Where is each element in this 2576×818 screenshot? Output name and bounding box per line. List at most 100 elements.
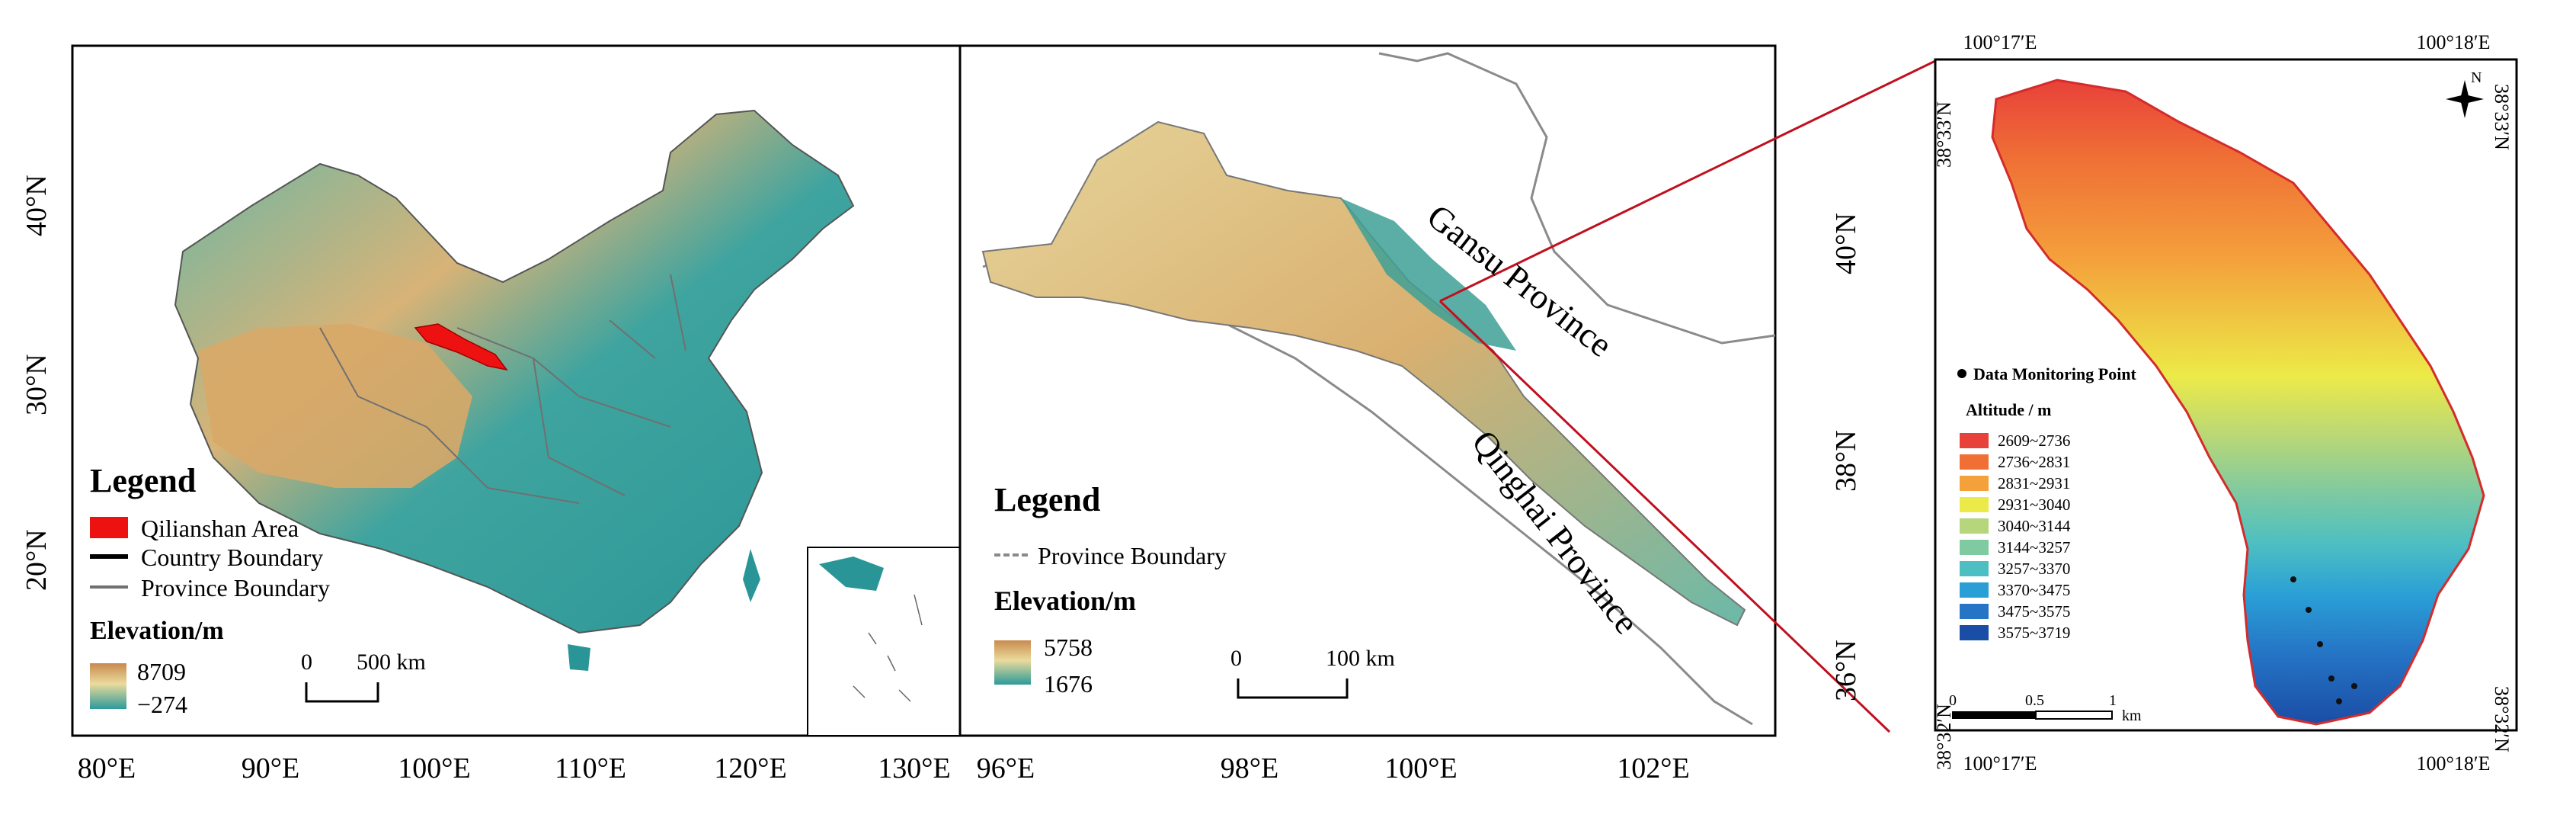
lat-tick: 38°N (1830, 430, 1862, 492)
altitude-swatch (1960, 604, 1989, 619)
scale-start: 0 (1230, 646, 1242, 671)
scale-label: 0.5 (2025, 692, 2044, 709)
panel-c-right-lat: 38°33′N 38°32′N (2491, 84, 2513, 752)
altitude-class-label: 3475~3575 (1998, 602, 2070, 621)
elevation-title: Elevation/m (994, 585, 1136, 616)
panel-c-bottom-lon: 100°17′E 100°18′E (1963, 752, 2491, 775)
lon-tick: 100°17′E (1963, 752, 2037, 775)
scale-label: 1 (2109, 692, 2117, 709)
altitude-class-label: 3040~3144 (1998, 517, 2071, 535)
panel-c-left-lat: 38°33′N 38°32′N (1933, 101, 1955, 770)
lat-tick: 36°N (1830, 640, 1862, 701)
qilian-mountain-strip (981, 120, 1746, 627)
legend-item-label: Province Boundary (141, 574, 330, 601)
south-china-sea-inset (807, 547, 961, 736)
scale-label: 0 (1949, 692, 1957, 709)
legend-item-label: Province Boundary (1038, 542, 1227, 569)
tibet-plateau (198, 324, 472, 488)
taiwan-island (743, 549, 760, 602)
monitoring-point-symbol (1957, 369, 1966, 378)
elevation-ramp (994, 640, 1031, 685)
lon-tick: 100°18′E (2417, 752, 2491, 775)
lon-tick: 98°E (1221, 752, 1278, 784)
province-boundaries (319, 274, 686, 504)
altitude-class-label: 2931~3040 (1998, 496, 2070, 514)
scale-end: 500 km (357, 650, 426, 675)
legend-title: Legend (994, 481, 1100, 518)
lat-tick: 20°N (21, 529, 53, 591)
altitude-swatch (1960, 561, 1989, 576)
lon-tick: 96°E (977, 752, 1035, 784)
elevation-min: −274 (137, 691, 187, 718)
panel-b-lon-ticks: 96°E 98°E 100°E 102°E (977, 752, 1690, 784)
lon-tick: 100°E (1384, 752, 1457, 784)
altitude-class-label: 3144~3257 (1998, 538, 2070, 557)
altitude-swatch (1960, 518, 1989, 534)
lon-tick: 102°E (1617, 752, 1689, 784)
red-connector-lines (1438, 59, 1936, 733)
panel-a-lat-ticks: 40°N 30°N 20°N (21, 175, 53, 591)
lat-tick: 40°N (21, 175, 53, 236)
altitude-class-label: 2609~2736 (1998, 431, 2070, 450)
altitude-swatch (1960, 433, 1989, 448)
eastern-highlands (1341, 198, 1516, 351)
monitoring-points (2290, 576, 2357, 704)
lat-tick: 38°33′N (1933, 101, 1955, 168)
lon-tick: 120°E (714, 752, 786, 784)
panel-a-lon-ticks: 80°E 90°E 100°E 110°E 120°E 130°E (78, 752, 951, 784)
lat-tick: 38°32′N (1933, 704, 1955, 770)
legend-title: Legend (90, 462, 196, 499)
scale-end: 100 km (1326, 646, 1395, 671)
elevation-max: 8709 (137, 658, 186, 685)
lat-tick: 40°N (1830, 213, 1862, 274)
legend-item-label: Qilianshan Area (141, 515, 299, 542)
lon-tick: 130°E (878, 752, 950, 784)
scale-bar-segment (2035, 711, 2113, 720)
scale-unit: km (2122, 707, 2142, 724)
lon-tick: 80°E (78, 752, 136, 784)
altitude-class-label: 2736~2831 (1998, 453, 2070, 471)
lat-tick: 30°N (21, 354, 53, 415)
scale-start: 0 (301, 650, 312, 675)
altitude-class-label: 2831~2931 (1998, 474, 2070, 492)
panel-b-frame (958, 44, 1777, 737)
altitude-class-label: 3257~3370 (1998, 560, 2070, 578)
china-landmass (174, 109, 855, 634)
panel-c-basin-map: 100°17′E 100°18′E 100°17′E 100°18′E 38°3… (1933, 31, 2518, 775)
qilianshan-area (414, 323, 508, 371)
lon-tick: 110°E (555, 752, 626, 784)
altitude-class-list: 2609~2736 2736~2831 2831~2931 2931~3040 3040… (1960, 431, 2071, 642)
hainan-island (568, 644, 590, 671)
lon-tick: 100°17′E (1963, 31, 2037, 53)
legend-qilian-swatch (90, 517, 128, 538)
panel-b-region-map: Gansu Province Qinghai Province 40°N 38°… (958, 44, 1936, 784)
panel-b-legend: Legend Province Boundary Elevation/m 575… (994, 481, 1395, 699)
lat-tick: 38°32′N (2491, 686, 2513, 752)
scale-bar (305, 682, 379, 703)
altitude-swatch (1960, 625, 1989, 640)
lon-tick: 100°18′E (2417, 31, 2491, 53)
lon-tick: 90°E (242, 752, 299, 784)
altitude-swatch (1960, 454, 1989, 470)
altitude-swatch (1960, 540, 1989, 555)
altitude-class-label: 3370~3475 (1998, 581, 2070, 599)
elevation-ramp (90, 663, 126, 709)
inset-islands (853, 594, 923, 702)
north-arrow-icon: N (2446, 69, 2484, 118)
panel-c-scale: 0 0.5 1 km (1949, 692, 2142, 724)
altitude-swatch (1960, 497, 1989, 512)
panel-c-legend: Data Monitoring Point Altitude / m 2609~… (1957, 364, 2137, 642)
altitude-title: Altitude / m (1966, 400, 2051, 419)
point-legend-label: Data Monitoring Point (1973, 364, 2137, 383)
lat-tick: 38°33′N (2491, 84, 2513, 150)
lon-tick: 100°E (398, 752, 470, 784)
panel-a-china-map: 40°N 30°N 20°N 80°E 90°E 100°E 110°E 120… (21, 44, 962, 784)
elevation-min: 1676 (1044, 670, 1093, 698)
inset-coast (819, 557, 884, 591)
legend-item-label: Country Boundary (141, 544, 323, 571)
panel-c-top-lon: 100°17′E 100°18′E (1963, 31, 2491, 53)
scale-bar-segment (1952, 711, 2036, 719)
altitude-swatch (1960, 476, 1989, 491)
north-label: N (2471, 69, 2482, 86)
